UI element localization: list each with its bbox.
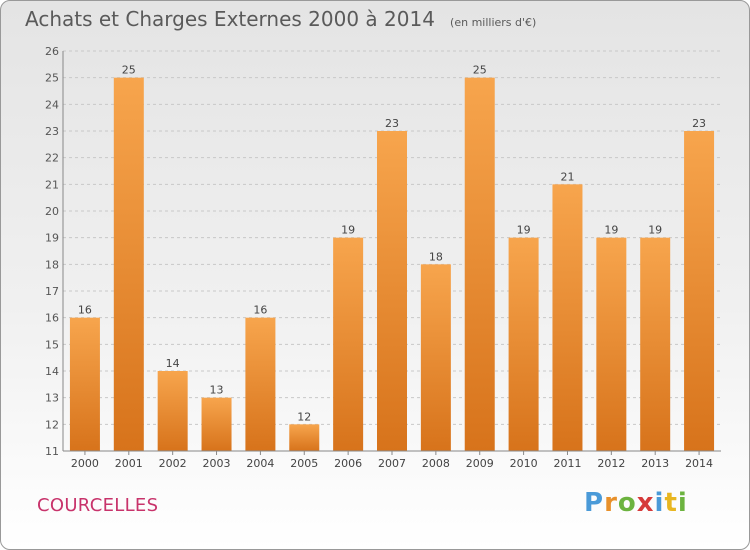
y-tick-label: 11 <box>45 445 59 458</box>
bar-value-label: 13 <box>210 384 224 397</box>
bar-value-label: 19 <box>604 224 618 237</box>
bar <box>640 237 671 451</box>
bar <box>552 184 583 452</box>
bar <box>69 317 100 451</box>
y-tick-label: 25 <box>45 72 59 85</box>
x-tick-label: 2001 <box>115 457 143 470</box>
x-tick-label: 2000 <box>71 457 99 470</box>
bar <box>508 237 539 451</box>
axes: 11 12 13 14 15 16 17 18 19 20 21 22 23 24 25 26 2000 2001… <box>45 45 721 470</box>
bar-value-label: 23 <box>385 117 399 130</box>
bar <box>596 237 627 451</box>
bar <box>684 131 715 451</box>
y-tick-label: 23 <box>45 125 59 138</box>
x-tick-label: 2009 <box>466 457 494 470</box>
bar <box>201 397 232 451</box>
x-tick-label: 2014 <box>685 457 713 470</box>
proxiti-logo: Proxiti <box>584 488 688 518</box>
bar-value-label: 16 <box>78 304 92 317</box>
bar-value-label: 25 <box>473 64 487 77</box>
y-tick-label: 18 <box>45 258 59 271</box>
x-tick-label: 2006 <box>334 457 362 470</box>
bar <box>113 77 144 452</box>
bar-value-label: 25 <box>122 64 136 77</box>
x-tick-label: 2002 <box>159 457 187 470</box>
x-tick-label: 2012 <box>597 457 625 470</box>
bar-value-label: 16 <box>253 304 267 317</box>
x-tick-label: 2004 <box>246 457 274 470</box>
x-tick-label: 2007 <box>378 457 406 470</box>
y-tick-label: 12 <box>45 418 59 431</box>
y-tick-label: 14 <box>45 365 59 378</box>
x-tick-label: 2010 <box>510 457 538 470</box>
bar <box>245 317 276 451</box>
title-row: Achats et Charges Externes 2000 à 2014 (… <box>25 7 536 31</box>
bar-value-label: 19 <box>341 224 355 237</box>
bar-value-label: 21 <box>560 170 574 183</box>
bar <box>157 371 188 451</box>
bar-value-label: 12 <box>297 410 311 423</box>
town-name: COURCELLES <box>37 495 159 516</box>
y-tick-label: 15 <box>45 338 59 351</box>
y-tick-label: 20 <box>45 205 59 218</box>
y-tick-label: 24 <box>45 98 59 111</box>
x-tick-label: 2013 <box>641 457 669 470</box>
x-tick-label: 2011 <box>553 457 581 470</box>
y-tick-label: 19 <box>45 232 59 245</box>
bar <box>289 424 320 451</box>
x-tick-label: 2005 <box>290 457 318 470</box>
x-tick-label: 2003 <box>203 457 231 470</box>
y-tick-label: 13 <box>45 392 59 405</box>
bar <box>420 264 451 451</box>
bar <box>377 131 407 451</box>
y-tick-label: 17 <box>45 285 59 298</box>
chart-unit: (en milliers d'€) <box>450 16 537 29</box>
x-tick-label: 2008 <box>422 457 450 470</box>
chart-title: Achats et Charges Externes 2000 à 2014 <box>25 7 435 31</box>
y-tick-label: 26 <box>45 45 59 58</box>
bar-value-label: 14 <box>166 357 180 370</box>
bar-value-label: 19 <box>517 224 531 237</box>
bar-value-label: 18 <box>429 250 443 263</box>
bars: 16 25 14 13 16 12 19 23 18 25 19 21 19 19 23 <box>69 64 715 452</box>
y-tick-label: 22 <box>45 152 59 165</box>
bar-value-label: 19 <box>648 224 662 237</box>
bar <box>333 237 364 451</box>
y-tick-label: 21 <box>45 178 59 191</box>
bar-value-label: 23 <box>692 117 706 130</box>
y-tick-label: 16 <box>45 312 59 325</box>
bar <box>464 77 495 452</box>
